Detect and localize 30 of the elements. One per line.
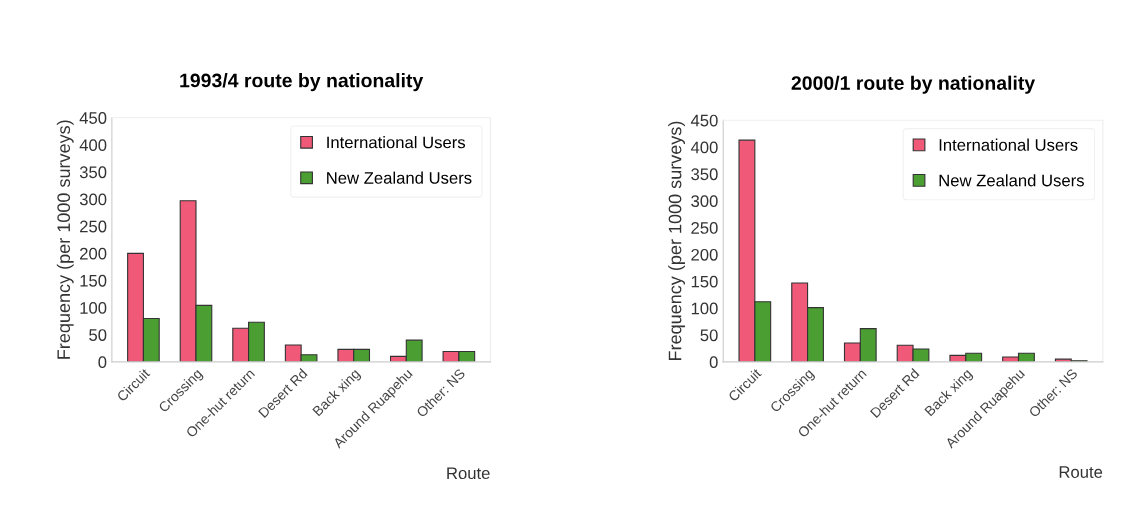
y-tick-label: 350 [691,168,718,181]
y-tick-label: 100 [691,302,718,315]
legend-label: International Users [939,138,1078,151]
x-axis-title: Route [1059,466,1103,478]
chart-title: 1993/4 route by nationality [180,73,424,92]
y-tick-label: 400 [690,141,718,154]
y-tick-label: 450 [690,114,718,127]
y-tick-label: 200 [691,248,718,261]
y-tick-label: 150 [80,274,107,287]
y-tick-label: 250 [80,220,107,233]
y-tick-label: 200 [80,247,107,260]
y-tick-label: 50 [89,329,107,341]
x-axis-title: Route [447,467,490,480]
chart-title: 2000/1 route by nationality [791,75,1036,94]
y-tick-label: 0 [709,356,718,369]
y-tick-label: 100 [80,302,107,314]
legend-label: New Zealand Users [327,171,472,184]
y-axis-title: Frequency (per 1000 surveys) [668,121,685,360]
legend-label: International Users [327,136,466,149]
y-tick-label: 300 [691,195,718,208]
legend-label: New Zealand Users [939,174,1084,187]
y-tick-label: 300 [79,193,107,206]
y-tick-label: 250 [691,222,718,234]
y-tick-label: 350 [79,166,107,179]
y-tick-label: 50 [700,329,718,342]
y-tick-label: 0 [98,356,107,369]
y-tick-label: 450 [79,112,107,124]
y-tick-label: 150 [691,275,718,288]
y-axis-title: Frequency (per 1000 surveys) [56,120,74,359]
y-tick-label: 400 [79,139,107,152]
